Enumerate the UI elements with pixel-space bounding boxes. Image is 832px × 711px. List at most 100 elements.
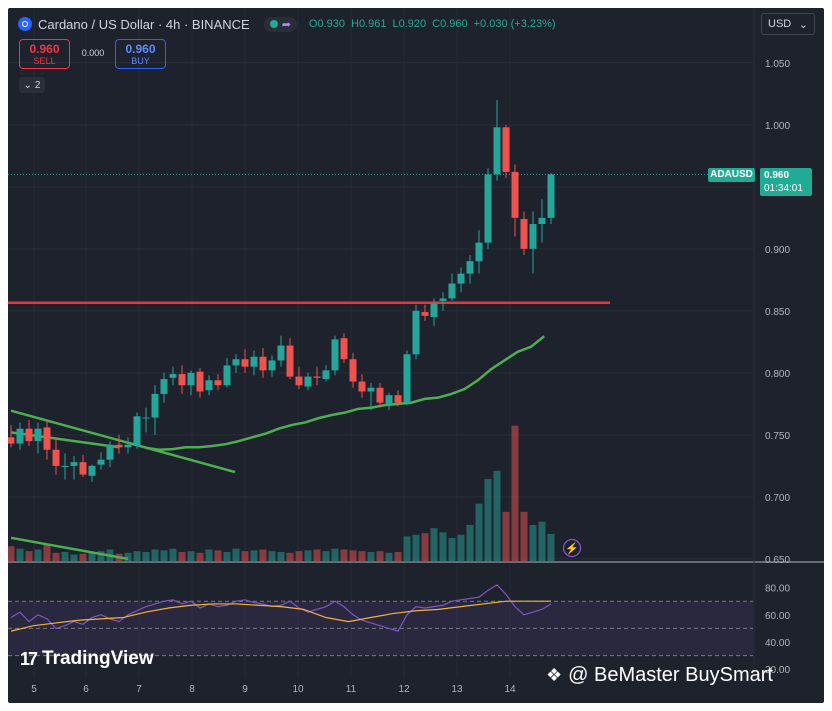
candle-body <box>16 428 24 444</box>
volume-bar <box>367 551 375 561</box>
volume-bar <box>169 548 177 561</box>
candle-body <box>8 437 15 444</box>
volume-bar <box>331 548 339 561</box>
volume-bar <box>349 550 357 561</box>
chart-frame: 1.0501.0000.9500.9000.8500.8000.7500.700… <box>8 8 824 703</box>
chevron-down-icon: ⌄ <box>23 79 32 91</box>
volume-bar <box>124 552 132 561</box>
currency-select[interactable]: USD ⌄ <box>761 13 815 35</box>
share-icon[interactable]: ➦ <box>281 18 291 31</box>
volume-bar <box>223 551 231 561</box>
volume-bar <box>187 551 195 561</box>
price-tick-label: 0.700 <box>765 493 790 504</box>
volume-bar <box>547 533 555 561</box>
lightning-icon[interactable]: ⚡ <box>563 539 581 557</box>
candle-body <box>286 345 294 377</box>
price-tick-label: 0.850 <box>765 307 790 318</box>
buy-label: BUY <box>131 56 150 66</box>
tradingview-mark-icon: 17 <box>20 648 38 669</box>
candle-body <box>412 310 420 355</box>
ohlc-readout: O0.930 H0.961 L0.920 C0.960 +0.030 (+3.23%) <box>309 18 562 30</box>
ohlc-low: L0.920 <box>392 18 427 30</box>
rsi-tick-label: 60.00 <box>765 611 790 622</box>
binance-diamond-icon: ❖ <box>546 665 563 685</box>
volume-bar <box>52 552 60 561</box>
time-tick-label: 9 <box>242 684 248 695</box>
volume-bar <box>520 511 528 561</box>
candle-body <box>106 444 114 460</box>
candle-body <box>160 379 168 394</box>
ohlc-open: O0.930 <box>308 18 345 30</box>
volume-bar <box>358 551 366 561</box>
chart-canvas[interactable]: 1.0501.0000.9500.9000.8500.8000.7500.700… <box>8 8 824 703</box>
volume-bar <box>340 549 348 561</box>
buy-price: 0.960 <box>125 42 156 56</box>
price-tick-label: 0.900 <box>765 245 790 256</box>
volume-bar <box>133 551 141 561</box>
ohlc-high: H0.961 <box>351 18 387 30</box>
time-tick-label: 5 <box>31 684 37 695</box>
candle-body <box>304 376 312 387</box>
volume-bar <box>151 549 159 561</box>
spread-value: 0.000 <box>81 48 105 58</box>
candle-body <box>313 376 321 378</box>
time-tick-label: 10 <box>292 684 304 695</box>
volume-bar <box>70 554 78 561</box>
candle-body <box>331 339 339 371</box>
candle-body <box>259 356 267 371</box>
candle-body <box>295 376 303 386</box>
candle-body <box>475 242 483 262</box>
candle-body <box>484 174 492 243</box>
candle-body <box>403 354 411 403</box>
candle-body <box>349 359 357 382</box>
volume-bar <box>493 470 501 561</box>
candle-body <box>322 370 330 380</box>
candle-body <box>196 371 204 392</box>
volume-bar <box>196 552 204 561</box>
candle-body <box>367 387 375 392</box>
candle-body <box>268 360 276 371</box>
candle-body <box>439 298 447 301</box>
candle-body <box>79 462 87 475</box>
rsi-tick-label: 40.00 <box>765 638 790 649</box>
currency-value: USD <box>768 18 792 30</box>
candle-body <box>394 395 402 403</box>
status-pill[interactable]: ➦ <box>263 16 297 32</box>
candle-body <box>124 444 132 448</box>
volume-bar <box>439 532 447 561</box>
bar-countdown: 01:34:01 <box>764 183 803 194</box>
sell-button[interactable]: 0.960 SELL <box>19 39 70 69</box>
price-tick-label: 1.050 <box>765 59 790 70</box>
volume-bar <box>466 524 474 561</box>
candle-body <box>25 428 33 442</box>
moving-average-line <box>145 335 546 452</box>
volume-bar <box>538 521 546 561</box>
candle-body <box>547 174 555 218</box>
candle-body <box>142 417 150 419</box>
candle-body <box>538 217 546 225</box>
sell-price: 0.960 <box>29 42 60 56</box>
candle-body <box>61 465 69 468</box>
symbol-header: Cardano / US Dollar · 4h · BINANCE ➦ O0.… <box>18 15 562 33</box>
candle-body <box>430 303 438 318</box>
symbol-title[interactable]: Cardano / US Dollar · 4h · BINANCE <box>38 16 250 32</box>
indicators-toggle[interactable]: ⌄ 2 <box>19 77 45 93</box>
volume-bar <box>43 544 51 561</box>
volume-bar <box>277 551 285 561</box>
time-tick-label: 8 <box>189 684 195 695</box>
time-tick-label: 13 <box>451 684 463 695</box>
candle-body <box>340 338 348 360</box>
price-tick-label: 0.750 <box>765 431 790 442</box>
candle-body <box>187 372 195 386</box>
volume-bar <box>448 538 456 561</box>
buy-button[interactable]: 0.960 BUY <box>115 39 166 69</box>
rsi-line <box>10 584 552 632</box>
sell-label: SELL <box>33 56 56 66</box>
volume-bar <box>214 550 222 561</box>
candle-body <box>43 427 51 450</box>
time-tick-label: 6 <box>83 684 89 695</box>
candle-body <box>385 395 393 404</box>
candle-body <box>376 387 384 403</box>
volume-bar <box>430 528 438 561</box>
candle-body <box>115 444 123 448</box>
